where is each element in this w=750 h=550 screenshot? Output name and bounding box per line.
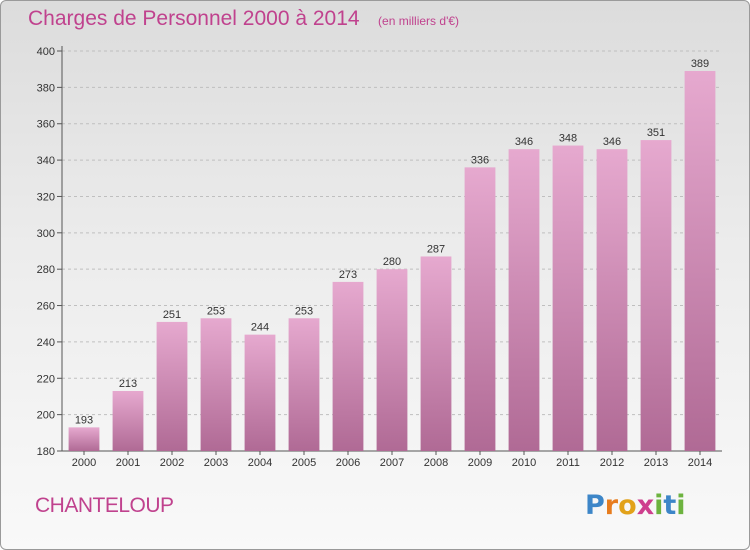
x-tick-label: 2003 [204,457,228,469]
x-tick-label: 2000 [72,457,96,469]
data-label: 348 [559,133,577,145]
x-tick-label: 2008 [424,457,448,469]
logo-letter: t [663,490,677,521]
proxiti-logo: Proxiti [585,490,686,521]
y-tick-label: 280 [37,264,55,276]
data-label: 193 [75,414,93,426]
place-name: CHANTELOUP [35,494,174,517]
bar-2004 [244,334,276,451]
bar-2003 [200,318,232,451]
chart-title: Charges de Personnel 2000 à 2014 [28,7,360,30]
data-label: 287 [427,243,445,255]
data-label: 273 [339,269,357,281]
logo-letter: r [604,490,619,521]
bars [68,71,716,451]
y-tick-label: 320 [37,191,55,203]
x-tick-label: 2012 [600,457,624,469]
data-label: 336 [471,154,489,166]
logo-letter: i [654,490,664,521]
x-tick-label: 2014 [688,457,712,469]
x-tick-label: 2011 [556,457,580,469]
bar-2007 [376,269,408,451]
bar-2000 [68,427,100,451]
x-tick-label: 2013 [644,457,668,469]
axes: 180 200 220 240 260 280 300 320 340 360 380 400 2000… [37,46,722,469]
data-label: 251 [163,309,181,321]
y-tick-label: 360 [37,119,55,131]
bar-2012 [596,149,628,451]
bar-2008 [420,256,452,451]
logo-letter: i [676,490,686,521]
y-tick-label: 340 [37,155,55,167]
data-labels: 193 213 251 253 244 253 273 280 287 336 346 348 346 3… [75,58,709,426]
data-label: 253 [207,305,225,317]
data-label: 346 [603,136,621,148]
logo-letter: P [585,490,605,521]
y-tick-label: 260 [37,301,55,313]
y-tick-label: 180 [37,446,55,458]
bar-2002 [156,321,188,451]
bar-2011 [552,145,584,451]
data-label: 346 [515,136,533,148]
bar-2005 [288,318,320,451]
y-tick-label: 300 [37,228,55,240]
bar-2001 [112,391,144,451]
x-tick-label: 2001 [116,457,140,469]
data-label: 280 [383,256,401,268]
data-label: 213 [119,378,137,390]
x-tick-label: 2006 [336,457,360,469]
chart-subtitle: (en milliers d'€) [378,14,460,28]
logo-letter: o [618,490,637,521]
data-label: 389 [691,58,709,70]
data-label: 351 [647,127,665,139]
x-tick-label: 2010 [512,457,536,469]
y-tick-label: 400 [37,46,55,58]
bar-2010 [508,149,540,451]
title-row: Charges de Personnel 2000 à 2014 (en mil… [28,7,459,31]
x-tick-label: 2002 [160,457,184,469]
y-tick-label: 240 [37,337,55,349]
bar-2006 [332,281,364,451]
x-tick-label: 2005 [292,457,316,469]
logo-letter: x [636,490,655,521]
x-tick-label: 2007 [380,457,404,469]
bar-2013 [640,140,672,451]
y-tick-label: 200 [37,410,55,422]
data-label: 253 [295,305,313,317]
bar-2009 [464,167,496,451]
data-label: 244 [251,322,269,334]
x-tick-label: 2009 [468,457,492,469]
y-tick-label: 380 [37,82,55,94]
x-tick-label: 2004 [248,457,272,469]
y-tick-label: 220 [37,373,55,385]
bar-2014 [684,71,716,451]
